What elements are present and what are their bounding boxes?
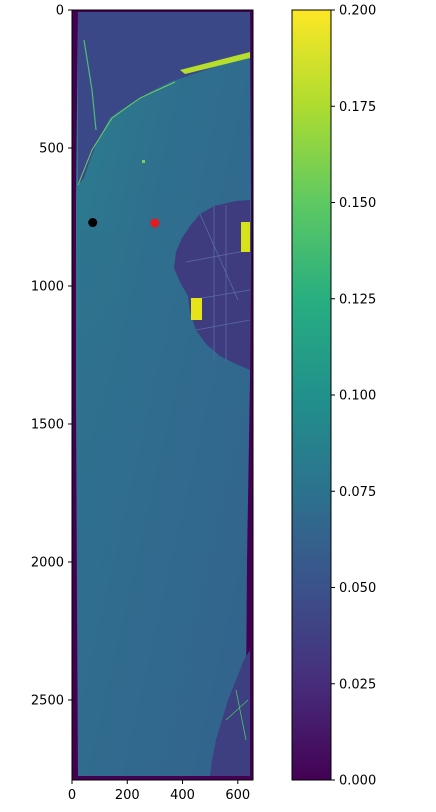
axes-frame — [71, 9, 254, 781]
bright-field-left — [191, 298, 202, 320]
colorbar-axis: 0.000 0.025 0.050 0.075 0.100 0.125 0.150 0.175… — [331, 4, 376, 789]
colorbar-tick-label: 0.000 — [339, 774, 376, 789]
water-region — [76, 12, 251, 776]
bright-strip-top — [180, 52, 250, 74]
land-upper-left — [78, 12, 250, 185]
heatmap-image — [72, 10, 253, 780]
shoreline-line — [77, 81, 176, 186]
land-bottom-right — [210, 650, 250, 776]
x-tick-label: 0 — [68, 788, 76, 803]
marker-point — [88, 218, 98, 228]
y-tick-label: 0 — [56, 4, 64, 19]
colorbar-tick-label: 0.075 — [339, 485, 376, 500]
marker-point — [150, 218, 160, 228]
x-tick-label: 400 — [170, 788, 195, 803]
small-island — [142, 160, 145, 163]
field-lines-bottom — [225, 689, 249, 741]
y-tick-label: 1500 — [31, 417, 64, 432]
y-tick-label: 500 — [39, 141, 64, 156]
colorbar-tick-label: 0.175 — [339, 100, 376, 115]
y-tick-label: 2000 — [31, 555, 64, 570]
river-line — [83, 39, 97, 131]
colorbar-tick-label: 0.125 — [339, 292, 376, 307]
colorbar-tick-label: 0.050 — [339, 581, 376, 596]
colorbar — [291, 9, 332, 781]
y-axis: 0 500 1000 1500 2000 2500 — [31, 4, 72, 708]
land-peninsula — [174, 200, 250, 370]
y-tick-label: 1000 — [31, 279, 64, 294]
water-plume — [80, 230, 120, 600]
bright-field-right — [241, 222, 250, 252]
x-tick-label: 600 — [225, 788, 250, 803]
marker-points — [88, 218, 160, 228]
x-tick-label: 200 — [115, 788, 140, 803]
colorbar-tick-label: 0.200 — [339, 4, 376, 19]
colorbar-tick-label: 0.150 — [339, 196, 376, 211]
colorbar-tick-label: 0.025 — [339, 677, 376, 692]
field-boundaries — [185, 205, 251, 362]
colorbar-tick-label: 0.100 — [339, 389, 376, 404]
x-axis: 0 200 400 600 — [68, 780, 250, 803]
y-tick-label: 2500 — [31, 693, 64, 708]
